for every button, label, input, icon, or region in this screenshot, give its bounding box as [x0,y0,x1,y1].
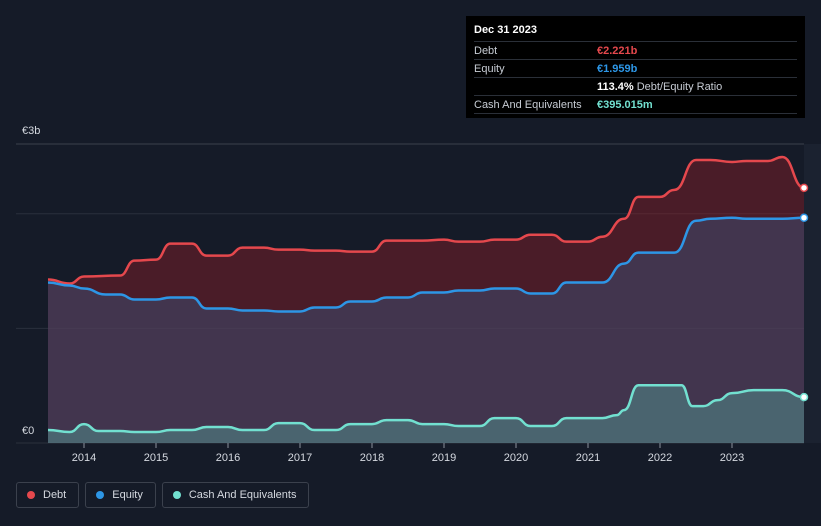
end-marker-cash [799,392,809,402]
chart-legend: Debt Equity Cash And Equivalents [16,482,310,508]
y-axis-bottom-label: €0 [22,425,35,437]
legend-label-cash: Cash And Equivalents [188,489,297,501]
end-markers [799,183,809,402]
tooltip-date: Dec 31 2023 [474,24,537,36]
tooltip-cash-label: Cash And Equivalents [474,98,582,111]
legend-dot-equity [96,491,105,499]
tooltip-ratio-value: 113.4% [597,80,634,93]
tooltip-row-debt: Debt €2.221b [474,41,797,59]
legend-item-debt[interactable]: Debt [16,482,80,508]
area-equity [48,217,804,443]
tooltip-ratio-suffix: Debt/Equity Ratio [636,80,723,93]
x-tick-label: 2016 [216,452,240,464]
chart-plot-panel [804,144,821,443]
end-marker-debt [799,183,809,193]
x-tick-label: 2014 [72,452,96,464]
line-cash [47,383,805,434]
legend-label-equity: Equity [112,489,143,501]
tooltip-equity-value: €1.959b [597,62,638,75]
tooltip-cash-value: €395.015m [597,98,653,111]
x-tick-label: 2019 [432,452,456,464]
line-debt [47,155,805,285]
series-lines [47,155,805,434]
data-tooltip: Dec 31 2023 Debt €2.221b Equity €1.959b … [466,16,805,118]
series-areas [48,156,804,443]
x-tick-label: 2017 [288,452,312,464]
x-tick-label: 2020 [504,452,528,464]
tooltip-debt-value: €2.221b [597,44,638,57]
x-tick-label: 2018 [360,452,384,464]
x-tick-label: 2015 [144,452,168,464]
area-cash [48,385,804,443]
legend-dot-cash [172,491,181,499]
legend-dot-debt [27,491,35,499]
x-tick-label: 2023 [720,452,744,464]
legend-item-equity[interactable]: Equity [85,482,156,508]
legend-label-debt: Debt [43,489,67,501]
tooltip-row-ratio: 113.4% Debt/Equity Ratio [474,77,797,95]
tooltip-row-equity: Equity €1.959b [474,59,797,77]
tooltip-debt-label: Debt [474,44,498,57]
x-tick-label: 2022 [648,452,672,464]
line-equity [47,216,805,313]
legend-item-cash[interactable]: Cash And Equivalents [161,482,310,508]
x-tick-label: 2021 [576,452,600,464]
tooltip-equity-label: Equity [474,62,505,75]
x-axis-ticks: 2014 2015 2016 2017 2018 2019 2020 2021 2022 2023 [72,443,744,464]
tooltip-row-cash: Cash And Equivalents €395.015m [474,95,797,114]
y-axis-top-label: €3b [22,125,41,137]
end-marker-equity [799,213,809,223]
